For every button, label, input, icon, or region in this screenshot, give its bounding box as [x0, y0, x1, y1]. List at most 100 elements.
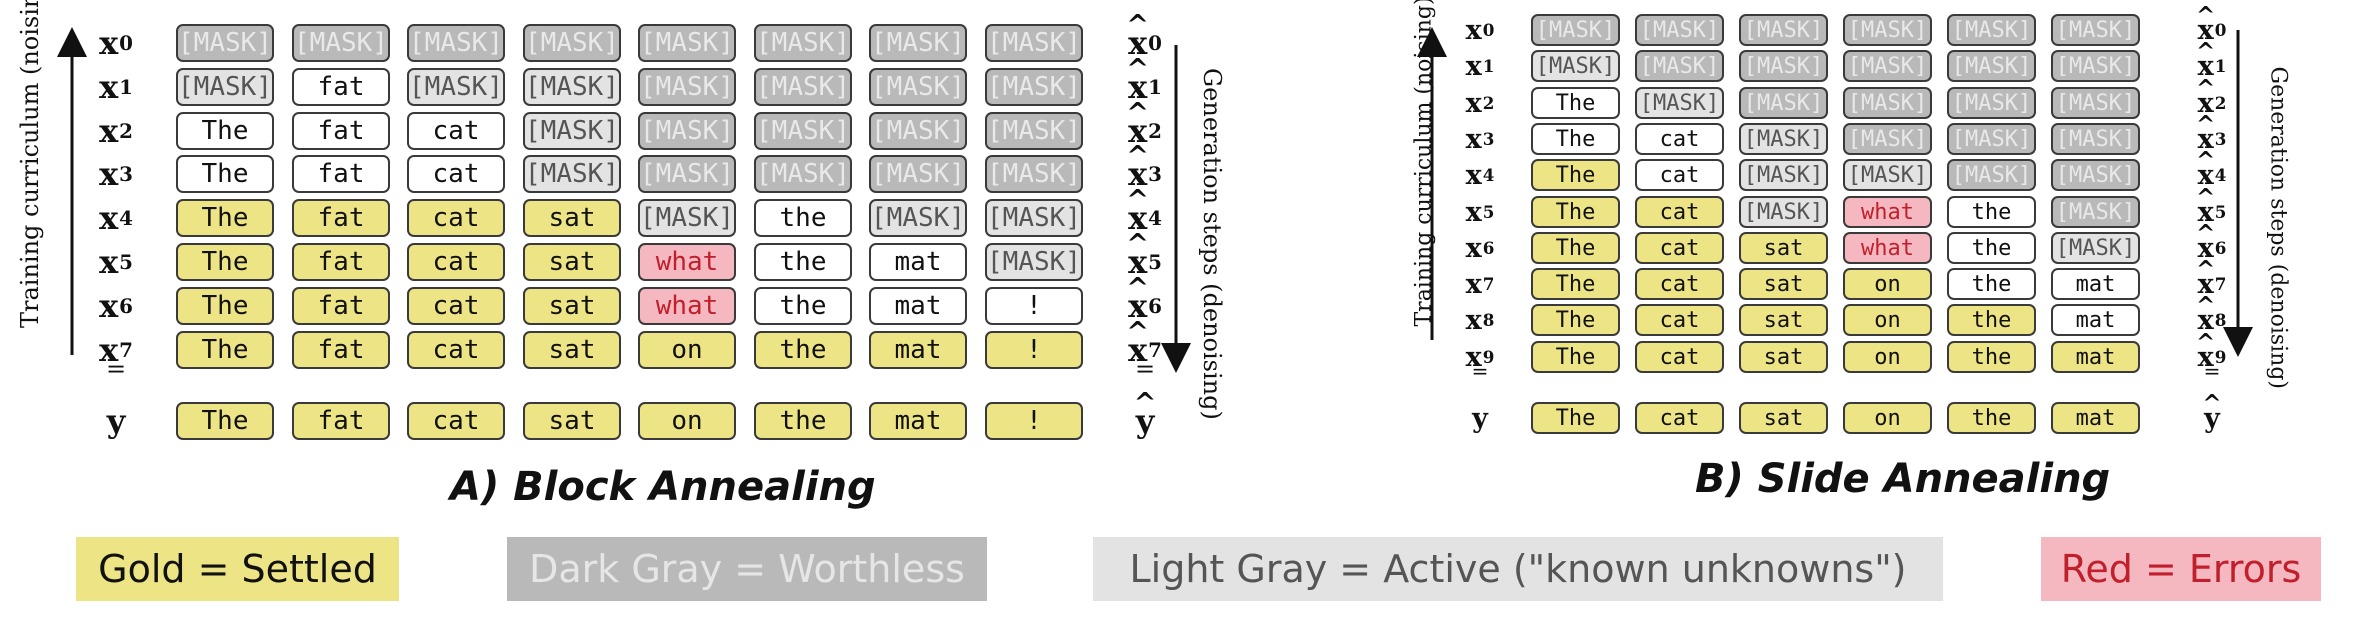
a-token-cell-r3-c7: [MASK] [985, 155, 1083, 193]
b-token-cell-r6-c5: [MASK] [2051, 232, 2140, 264]
a-token-cell-r7-c4: on [638, 331, 736, 369]
b-row-hat-label-1: x1 [2183, 50, 2241, 82]
b-token-cell-r3-c4: [MASK] [1947, 123, 2036, 155]
a-token-cell-r1-c3: [MASK] [523, 68, 621, 106]
b-token-cell-r0-c3: [MASK] [1843, 14, 1932, 46]
a-token-cell-r3-c5: [MASK] [754, 155, 852, 193]
b-token-cell-r3-c1: cat [1635, 123, 1724, 155]
a-target-cell-7: ! [985, 402, 1083, 440]
a-token-cell-r1-c7: [MASK] [985, 68, 1083, 106]
a-token-cell-r4-c6: [MASK] [869, 199, 967, 237]
b-token-cell-r7-c2: sat [1739, 268, 1828, 300]
b-token-cell-r6-c2: sat [1739, 232, 1828, 264]
a-token-cell-r2-c6: [MASK] [869, 112, 967, 150]
a-token-cell-r1-c5: [MASK] [754, 68, 852, 106]
b-token-cell-r7-c1: cat [1635, 268, 1724, 300]
a-token-cell-r7-c0: The [176, 331, 274, 369]
b-token-cell-r1-c1: [MASK] [1635, 50, 1724, 82]
b-token-cell-r8-c1: cat [1635, 304, 1724, 336]
b-target-cell-0: The [1531, 402, 1620, 434]
b-token-cell-r5-c0: The [1531, 196, 1620, 228]
b-token-cell-r3-c3: [MASK] [1843, 123, 1932, 155]
a-token-cell-r6-c7: ! [985, 287, 1083, 325]
a-token-cell-r7-c1: fat [292, 331, 390, 369]
b-token-cell-r2-c2: [MASK] [1739, 87, 1828, 119]
panel-a-generation-axis-label: Generation steps (denoising) [1198, 68, 1226, 420]
a-token-cell-r0-c3: [MASK] [523, 24, 621, 62]
b-token-cell-r8-c4: the [1947, 304, 2036, 336]
a-token-cell-r0-c4: [MASK] [638, 24, 736, 62]
b-token-cell-r6-c4: the [1947, 232, 2036, 264]
b-token-cell-r5-c4: the [1947, 196, 2036, 228]
a-token-cell-r1-c0: [MASK] [176, 68, 274, 106]
a-target-cell-4: on [638, 402, 736, 440]
a-token-cell-r2-c3: [MASK] [523, 112, 621, 150]
a-token-cell-r7-c5: the [754, 331, 852, 369]
b-token-cell-r4-c0: The [1531, 159, 1620, 191]
b-token-cell-r3-c5: [MASK] [2051, 123, 2140, 155]
a-token-cell-r0-c2: [MASK] [407, 24, 505, 62]
a-token-cell-r1-c4: [MASK] [638, 68, 736, 106]
b-token-cell-r5-c3: what [1843, 196, 1932, 228]
a-token-cell-r0-c0: [MASK] [176, 24, 274, 62]
legend-item-2: Light Gray = Active ("known unknowns") [1093, 537, 1943, 601]
a-token-cell-r7-c3: sat [523, 331, 621, 369]
b-token-cell-r4-c3: [MASK] [1843, 159, 1932, 191]
b-token-cell-r9-c3: on [1843, 341, 1932, 373]
b-token-cell-r5-c2: [MASK] [1739, 196, 1828, 228]
a-token-cell-r6-c0: The [176, 287, 274, 325]
b-token-cell-r3-c0: The [1531, 123, 1620, 155]
a-equals-sign-right: = [1134, 355, 1156, 383]
b-equals-sign-left: = [1471, 359, 1489, 383]
b-token-cell-r5-c1: cat [1635, 196, 1724, 228]
a-token-cell-r3-c0: The [176, 155, 274, 193]
a-target-cell-6: mat [869, 402, 967, 440]
a-token-cell-r4-c4: [MASK] [638, 199, 736, 237]
b-token-cell-r7-c0: The [1531, 268, 1620, 300]
a-token-cell-r4-c7: [MASK] [985, 199, 1083, 237]
b-token-cell-r2-c1: [MASK] [1635, 87, 1724, 119]
b-token-cell-r0-c4: [MASK] [1947, 14, 2036, 46]
a-token-cell-r2-c4: [MASK] [638, 112, 736, 150]
a-token-cell-r1-c1: fat [292, 68, 390, 106]
a-token-cell-r5-c4: what [638, 243, 736, 281]
a-token-cell-r6-c4: what [638, 287, 736, 325]
a-token-cell-r0-c5: [MASK] [754, 24, 852, 62]
b-token-cell-r1-c3: [MASK] [1843, 50, 1932, 82]
b-token-cell-r0-c1: [MASK] [1635, 14, 1724, 46]
panel-a-training-axis-label: Training curriculum (noising) [16, 0, 44, 328]
b-target-cell-5: mat [2051, 402, 2140, 434]
a-token-cell-r2-c7: [MASK] [985, 112, 1083, 150]
b-target-cell-4: the [1947, 402, 2036, 434]
b-target-cell-3: on [1843, 402, 1932, 434]
panel-b-generation-axis-label: Generation steps (denoising) [2265, 66, 2291, 390]
a-token-cell-r5-c0: The [176, 243, 274, 281]
b-token-cell-r9-c0: The [1531, 341, 1620, 373]
b-token-cell-r3-c2: [MASK] [1739, 123, 1828, 155]
a-equals-sign-left: = [105, 355, 127, 383]
b-row-hat-label-4: x4 [2183, 159, 2241, 191]
b-token-cell-r0-c0: [MASK] [1531, 14, 1620, 46]
b-token-cell-r1-c5: [MASK] [2051, 50, 2140, 82]
b-target-label: y [1472, 402, 1488, 434]
a-target-cell-3: sat [523, 402, 621, 440]
b-token-cell-r2-c0: The [1531, 87, 1620, 119]
b-token-cell-r1-c4: [MASK] [1947, 50, 2036, 82]
legend-item-3: Red = Errors [2041, 537, 2321, 601]
a-target-cell-2: cat [407, 402, 505, 440]
b-token-cell-r0-c5: [MASK] [2051, 14, 2140, 46]
a-token-cell-r6-c3: sat [523, 287, 621, 325]
b-token-cell-r8-c0: The [1531, 304, 1620, 336]
b-token-cell-r8-c3: on [1843, 304, 1932, 336]
